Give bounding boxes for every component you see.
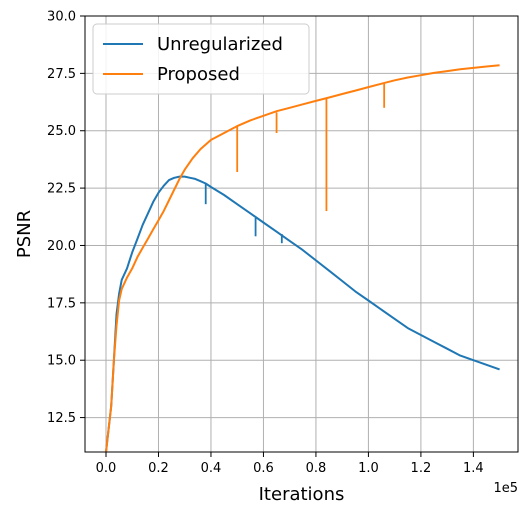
y-tick-label: 20.0 [47,239,76,254]
x-tick-label: 1.2 [411,461,432,476]
series-line-unregularized [105,175,500,453]
series-lines [105,64,500,453]
y-tick-label: 17.5 [47,296,76,311]
x-tick-label: 1.0 [358,461,379,476]
y-tick-label: 12.5 [47,411,76,426]
axis-ticks: 0.0 0.2 0.4 0.6 0.8 1.0 1.2 1.4 12.5 15.0 17.5 20.0… [47,10,484,477]
plot-frame [84,15,519,453]
y-tick-label: 15.0 [47,354,76,369]
x-axis-offset-label: 1e5 [493,481,518,496]
x-axis-label: Iterations [259,484,345,505]
series-line-proposed [105,64,500,453]
y-axis-label: PSNR [14,210,35,258]
y-tick-label: 25.0 [47,124,76,139]
grid-lines [85,15,518,452]
x-tick-label: 0.2 [148,461,169,476]
legend-box [92,23,310,95]
x-tick-label: 1.4 [463,461,484,476]
x-tick-label: 0.0 [96,461,117,476]
legend: Unregularized Proposed [92,23,310,95]
y-tick-label: 30.0 [47,10,76,25]
legend-label-proposed: Proposed [157,64,240,85]
y-tick-label: 27.5 [47,67,76,82]
legend-label-unregularized: Unregularized [157,34,283,55]
x-tick-label: 0.4 [201,461,222,476]
y-tick-label: 22.5 [47,182,76,197]
x-tick-label: 0.6 [253,461,274,476]
x-tick-label: 0.8 [306,461,327,476]
